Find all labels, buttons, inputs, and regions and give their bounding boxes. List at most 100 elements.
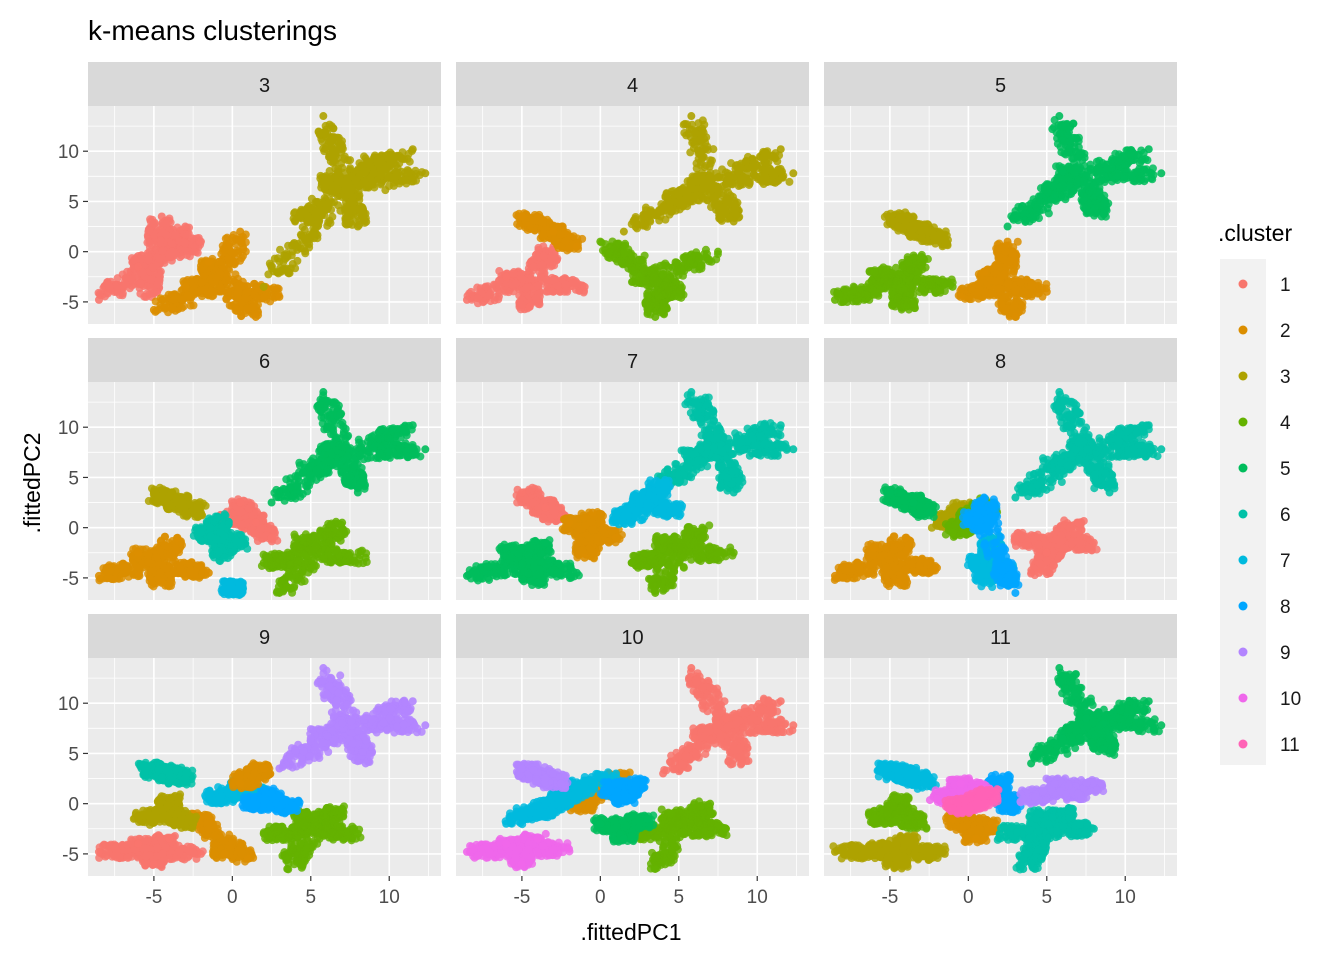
- data-point: [997, 299, 1006, 308]
- data-point: [893, 282, 902, 291]
- data-point: [494, 292, 503, 301]
- data-point: [169, 295, 178, 304]
- data-point: [330, 157, 339, 166]
- data-point: [741, 176, 750, 185]
- data-point: [779, 171, 788, 180]
- data-point: [217, 286, 226, 295]
- data-point: [1005, 257, 1014, 266]
- data-point: [639, 221, 648, 230]
- data-point: [290, 209, 299, 218]
- data-point: [700, 163, 709, 172]
- data-point: [345, 218, 354, 227]
- data-point: [735, 166, 744, 175]
- data-point: [721, 179, 730, 188]
- data-point: [502, 272, 511, 281]
- data-point: [329, 124, 338, 133]
- data-point: [522, 283, 531, 292]
- data-point: [142, 292, 151, 301]
- data-point: [177, 303, 186, 312]
- data-point: [572, 242, 581, 251]
- data-point: [180, 239, 189, 248]
- data-point: [329, 133, 338, 142]
- data-point: [289, 240, 298, 249]
- facet-panel: 5: [824, 62, 1177, 324]
- data-point: [752, 161, 761, 170]
- data-point: [940, 237, 949, 246]
- data-point: [909, 290, 918, 299]
- data-point: [770, 153, 779, 162]
- data-point: [467, 287, 476, 296]
- data-point: [751, 171, 760, 180]
- data-point: [313, 222, 322, 231]
- data-point: [912, 276, 921, 285]
- data-point: [231, 306, 240, 315]
- data-point: [556, 230, 565, 239]
- data-point: [624, 245, 633, 254]
- data-point: [550, 261, 559, 270]
- data-point: [649, 264, 658, 273]
- data-point: [973, 280, 982, 289]
- data-point: [1020, 287, 1029, 296]
- data-point: [409, 177, 418, 186]
- data-point: [917, 252, 926, 261]
- data-point: [761, 172, 770, 181]
- data-point: [252, 293, 261, 302]
- data-point: [723, 194, 732, 203]
- data-point: [148, 263, 157, 272]
- data-point: [734, 182, 743, 191]
- data-point: [660, 281, 669, 290]
- data-point: [322, 132, 331, 141]
- data-point: [768, 177, 777, 186]
- data-point: [325, 196, 334, 205]
- data-point: [646, 301, 655, 310]
- data-point: [532, 250, 541, 259]
- data-point: [705, 176, 714, 185]
- data-point: [1027, 280, 1036, 289]
- data-point: [275, 292, 284, 301]
- data-point: [741, 157, 750, 166]
- data-point: [145, 226, 154, 235]
- data-point: [914, 219, 923, 228]
- data-point: [994, 284, 1003, 293]
- data-point: [145, 238, 154, 247]
- data-point: [885, 212, 894, 221]
- facet-panel: 4: [456, 62, 809, 324]
- data-point: [291, 264, 300, 273]
- data-point: [714, 173, 723, 182]
- data-point: [712, 255, 721, 264]
- data-point: [218, 247, 227, 256]
- data-point: [967, 294, 976, 303]
- data-point: [529, 262, 538, 271]
- data-point: [1004, 291, 1013, 300]
- data-point: [768, 170, 777, 179]
- data-point: [642, 206, 651, 215]
- data-point: [901, 302, 910, 311]
- data-point: [283, 250, 292, 259]
- data-point: [596, 237, 605, 246]
- data-point: [717, 216, 726, 225]
- data-point: [225, 276, 234, 285]
- data-point: [635, 272, 644, 281]
- data-point: [222, 295, 231, 304]
- data-point: [299, 244, 308, 253]
- data-point: [789, 169, 798, 178]
- data-point: [348, 199, 357, 208]
- data-point: [251, 312, 260, 321]
- data-point: [974, 294, 983, 303]
- data-point: [910, 303, 919, 312]
- data-point: [338, 193, 347, 202]
- data-point: [353, 222, 362, 231]
- data-point: [1010, 300, 1019, 309]
- data-point: [321, 121, 330, 130]
- data-point: [276, 264, 285, 273]
- data-point: [319, 112, 328, 121]
- data-point: [927, 281, 936, 290]
- data-point: [691, 129, 700, 138]
- data-point: [230, 260, 239, 269]
- data-point: [243, 288, 252, 297]
- data-point: [857, 289, 866, 298]
- data-point: [346, 164, 355, 173]
- data-point: [357, 212, 366, 221]
- data-point: [561, 237, 570, 246]
- data-point: [705, 257, 714, 266]
